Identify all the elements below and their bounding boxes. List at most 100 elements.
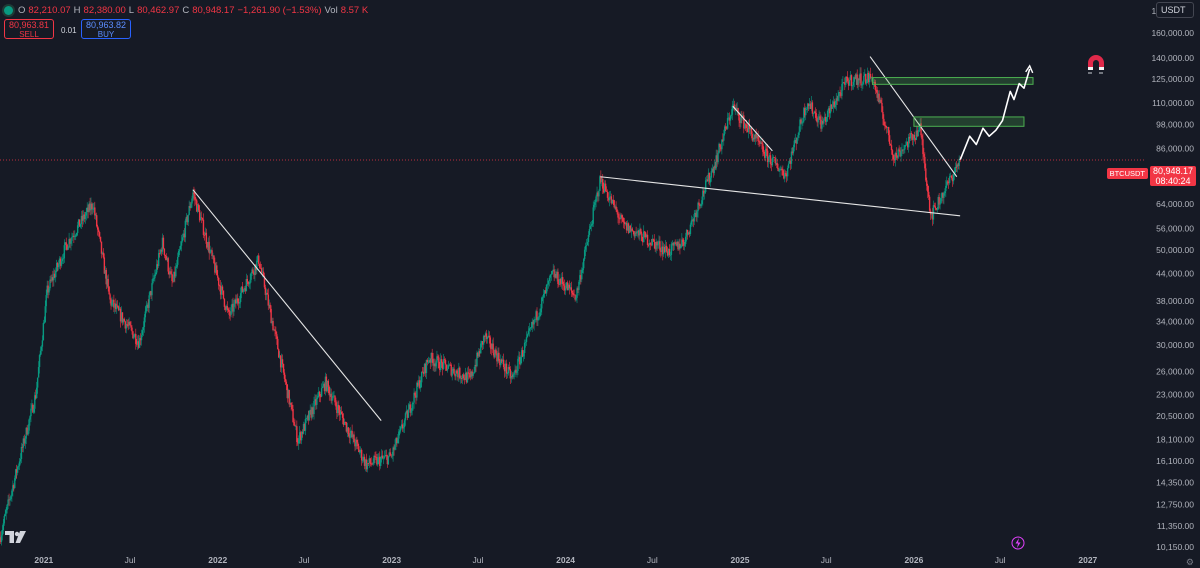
candle-body — [417, 382, 419, 386]
candle-body — [650, 244, 653, 246]
candle-body — [100, 241, 103, 254]
candle-body — [733, 104, 735, 109]
candle-body — [646, 234, 649, 245]
candle-body — [413, 392, 415, 403]
candle-body — [661, 246, 663, 252]
candle-body — [341, 413, 344, 418]
candle-body — [634, 232, 636, 237]
candle-body — [588, 229, 591, 235]
y-tick-label: 18,100.00 — [1156, 434, 1194, 444]
candle-body — [812, 113, 815, 115]
candle-body — [55, 270, 57, 278]
candle-body — [704, 192, 706, 194]
candle-body — [553, 269, 555, 278]
candle-body — [40, 346, 43, 351]
candle-body — [46, 285, 48, 296]
last-price-tag: 80,948.17 08:40:24 — [1150, 166, 1196, 186]
candle-body — [816, 120, 818, 123]
candle-body — [351, 430, 353, 438]
candle-body — [39, 350, 42, 356]
candle-body — [493, 353, 495, 358]
candle-body — [188, 206, 190, 215]
candle-body — [471, 371, 473, 376]
low-key: L — [128, 4, 135, 16]
candle-body — [25, 427, 27, 439]
candle-body — [70, 240, 72, 244]
candle-body — [599, 176, 601, 191]
candle-body — [755, 134, 757, 138]
candle-body — [745, 124, 747, 126]
candle-body — [370, 463, 372, 465]
candle-body — [101, 252, 104, 254]
candle-body — [335, 402, 337, 407]
candle-body — [926, 180, 928, 186]
candle-body — [610, 196, 613, 204]
candle-body — [545, 284, 548, 294]
candle-body — [903, 149, 905, 151]
settings-gear-icon[interactable]: ⚙ — [1185, 557, 1194, 567]
candle-body — [492, 343, 494, 354]
candle-body — [439, 368, 441, 371]
candle-body — [792, 147, 795, 154]
candle-body — [909, 133, 912, 139]
candle-body — [907, 141, 909, 148]
candle-body — [268, 304, 270, 306]
candle-body — [609, 196, 612, 198]
candle-body — [731, 105, 734, 115]
candle-body — [672, 243, 674, 246]
candle-body — [521, 350, 523, 358]
candle-body — [247, 281, 249, 285]
candle-body — [411, 404, 413, 411]
candle-body — [409, 404, 411, 413]
candle-body — [18, 461, 21, 466]
candle-body — [571, 290, 573, 293]
candle-body — [390, 455, 392, 457]
lightning-icon[interactable] — [1011, 536, 1025, 555]
candle-body — [677, 241, 679, 250]
currency-selector[interactable]: USDT — [1156, 2, 1194, 18]
candle-body — [626, 223, 629, 231]
candle-body — [791, 151, 794, 154]
candle-body — [358, 446, 360, 453]
candle-body — [897, 149, 899, 158]
candle-body — [129, 321, 131, 326]
candle-body — [146, 304, 148, 306]
candle-body — [948, 176, 951, 183]
candle-body — [536, 311, 538, 321]
candle-body — [835, 98, 837, 105]
buy-button[interactable]: 80,963.82 BUY — [81, 19, 131, 39]
candle-body — [93, 207, 95, 210]
candle-body — [455, 370, 457, 377]
candle-body — [937, 197, 939, 210]
x-tick-label: Jul — [995, 555, 1006, 565]
candle-body — [245, 279, 248, 292]
candle-body — [348, 433, 350, 438]
candle-body — [828, 108, 831, 114]
candle-body — [115, 303, 117, 310]
candle-body — [48, 288, 50, 293]
candle-body — [209, 250, 211, 254]
candle-body — [111, 302, 113, 306]
candle-body — [350, 430, 352, 434]
tradingview-logo-icon[interactable] — [5, 531, 27, 550]
candle-body — [177, 256, 179, 265]
candle-body — [694, 212, 696, 215]
candle-body — [773, 157, 775, 159]
candle-body — [339, 411, 342, 415]
sell-button[interactable]: 80,963.81 SELL — [4, 19, 54, 39]
candle-body — [934, 206, 937, 209]
candle-body — [371, 463, 373, 465]
candle-body — [31, 404, 33, 409]
candle-body — [74, 236, 76, 237]
candle-body — [159, 249, 162, 254]
candle-body — [693, 214, 695, 222]
candle-body — [757, 135, 759, 142]
candle-body — [82, 214, 85, 221]
candle-body — [630, 228, 633, 232]
candle-body — [8, 499, 10, 501]
candle-body — [165, 256, 167, 260]
candle-body — [727, 117, 730, 119]
candle-body — [292, 409, 294, 423]
candle-body — [615, 206, 617, 210]
